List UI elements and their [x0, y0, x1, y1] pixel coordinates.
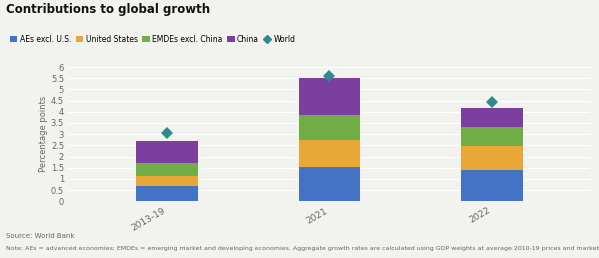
Bar — [135, 141, 198, 163]
Bar — [135, 186, 198, 201]
Bar — [461, 170, 524, 201]
Bar — [298, 167, 361, 201]
Bar — [135, 163, 198, 175]
Bar — [298, 115, 361, 140]
Y-axis label: Percentage points: Percentage points — [39, 96, 48, 172]
Bar — [135, 175, 198, 186]
Bar — [298, 140, 361, 167]
Text: Contributions to global growth: Contributions to global growth — [6, 3, 210, 15]
Text: Source: World Bank: Source: World Bank — [6, 233, 74, 239]
Legend: AEs excl. U.S., United States, EMDEs excl. China, China, World: AEs excl. U.S., United States, EMDEs exc… — [10, 35, 295, 44]
Text: Note: AEs = advanced economies; EMDEs = emerging market and developing economies: Note: AEs = advanced economies; EMDEs = … — [6, 246, 599, 251]
Bar — [298, 78, 361, 115]
Bar — [461, 147, 524, 170]
Bar — [461, 127, 524, 147]
Bar — [461, 108, 524, 127]
